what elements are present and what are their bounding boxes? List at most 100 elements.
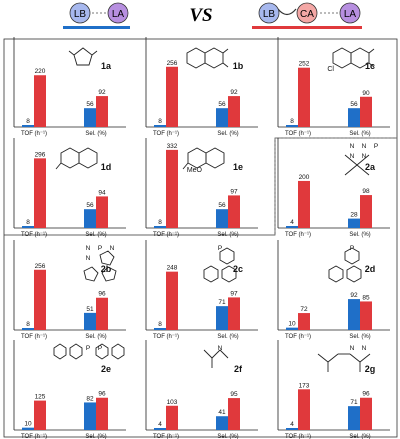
category-label-1e-0: TOF (h⁻¹) — [153, 232, 179, 238]
bar-red-2f-1 — [228, 398, 240, 430]
value-label-blue-1e-1: 56 — [218, 202, 226, 209]
molecule-1a — [68, 47, 98, 66]
compound-label-2a: 2a — [365, 162, 376, 172]
right-lb-label: LB — [263, 9, 276, 20]
bar-red-1c-0 — [298, 67, 310, 127]
left-lb-circle — [69, 2, 91, 24]
atom-label-2a-3: N — [350, 153, 355, 160]
bar-blue-2e-1 — [84, 402, 96, 430]
category-label-2c-0: TOF (h⁻¹) — [153, 334, 179, 340]
value-label-blue-2g-1: 71 — [350, 399, 358, 406]
compound-label-1d: 1d — [101, 162, 112, 172]
category-label-1a-0: TOF (h⁻¹) — [21, 131, 47, 137]
value-label-blue-2f-1: 41 — [218, 409, 226, 416]
header: LB LA VS LB CA LA — [63, 2, 362, 29]
molecule-sketches — [53, 47, 375, 372]
value-label-red-2a-1: 98 — [362, 188, 370, 195]
compound-label-2f: 2f — [234, 364, 243, 374]
substituent-label-1c: Cl — [327, 66, 334, 73]
right-ca-circle — [296, 2, 318, 24]
atom-label-2b-3: N — [86, 255, 91, 262]
atom-label-2a-1: N — [362, 143, 367, 150]
bar-blue-2a-0 — [286, 226, 298, 228]
bar-red-1b-0 — [166, 66, 178, 127]
bar-blue-1c-1 — [348, 108, 360, 127]
category-label-1c-1: Sel. (%) — [349, 131, 370, 137]
atom-label-2g-0: N — [350, 345, 355, 352]
bar-red-2d-1 — [360, 301, 372, 330]
value-label-blue-2e-0: 10 — [24, 421, 32, 428]
compound-label-1c: 1c — [365, 61, 375, 71]
bar-red-2d-0 — [298, 313, 310, 330]
value-label-red-1e-1: 97 — [230, 188, 238, 195]
bar-red-2b-1 — [96, 297, 108, 330]
panel-2f: 4 103 TOF (h⁻¹) 41 95 Sel. (%) 2f N — [145, 340, 258, 439]
left-la-circle — [107, 2, 129, 24]
value-label-red-2f-1: 95 — [230, 391, 238, 398]
bar-red-2a-0 — [298, 180, 310, 228]
value-label-blue-1c-1: 56 — [350, 101, 358, 108]
value-label-blue-2a-1: 28 — [350, 212, 358, 219]
value-label-blue-1a-1: 56 — [86, 101, 94, 108]
category-label-2e-1: Sel. (%) — [85, 434, 106, 439]
bar-blue-2c-0 — [154, 328, 166, 330]
molecule-2g — [317, 353, 371, 372]
bar-red-1a-1 — [96, 96, 108, 127]
bar-blue-2g-0 — [286, 428, 298, 430]
molecule-2e — [53, 343, 125, 360]
bar-blue-1d-0 — [22, 226, 34, 228]
atom-label-2a-2: P — [374, 143, 378, 150]
value-label-blue-2g-0: 4 — [290, 421, 294, 428]
value-label-red-2c-1: 97 — [230, 290, 238, 297]
right-la-circle — [339, 2, 361, 24]
value-label-blue-1c-0: 8 — [290, 118, 294, 125]
category-label-2d-0: TOF (h⁻¹) — [285, 334, 311, 340]
value-label-red-2c-0: 248 — [167, 265, 178, 272]
bar-blue-1d-1 — [84, 209, 96, 228]
category-label-2b-0: TOF (h⁻¹) — [21, 334, 47, 340]
right-ca-label: CA — [300, 9, 314, 20]
value-label-red-1d-1: 94 — [98, 189, 106, 196]
value-label-red-1a-1: 92 — [98, 89, 106, 96]
left-lb-label: LB — [74, 9, 87, 20]
category-label-2d-1: Sel. (%) — [349, 334, 370, 340]
category-label-2c-1: Sel. (%) — [217, 334, 238, 340]
compound-label-1b: 1b — [233, 61, 244, 71]
panel-1b: 8 256 TOF (h⁻¹) 56 92 Sel. (%) 1b — [145, 37, 258, 137]
bar-red-2c-1 — [228, 297, 240, 330]
category-label-2b-1: Sel. (%) — [85, 334, 106, 340]
molecule-1b — [186, 47, 229, 69]
bar-blue-1c-0 — [286, 125, 298, 127]
value-label-blue-2b-1: 51 — [86, 306, 94, 313]
atom-label-2c-0: P — [218, 245, 222, 252]
value-label-blue-2b-0: 8 — [26, 321, 30, 328]
atom-label-2a-4: N — [362, 153, 367, 160]
bar-red-2g-1 — [360, 397, 372, 430]
compound-label-1e: 1e — [233, 162, 243, 172]
molecule-2d — [328, 247, 362, 283]
left-blue-underline — [63, 26, 130, 29]
bar-red-2a-1 — [360, 195, 372, 228]
bar-blue-1a-1 — [84, 108, 96, 127]
value-label-red-1b-0: 256 — [167, 60, 178, 67]
molecule-1e — [182, 147, 225, 170]
bar-red-2e-0 — [34, 400, 46, 430]
bar-blue-2b-1 — [84, 312, 96, 330]
value-label-blue-1e-0: 8 — [158, 219, 162, 226]
value-label-blue-1d-1: 56 — [86, 202, 94, 209]
value-label-red-2e-1: 96 — [98, 391, 106, 398]
bar-red-1d-1 — [96, 196, 108, 228]
value-label-blue-2c-1: 71 — [218, 299, 226, 306]
panel-1e: 8 332 TOF (h⁻¹) 56 97 Sel. (%) 1e MeO — [145, 138, 258, 238]
value-label-red-2f-0: 103 — [167, 399, 178, 406]
right-la-label: LA — [344, 9, 357, 20]
compound-label-1a: 1a — [101, 61, 112, 71]
compound-label-2d: 2d — [365, 264, 376, 274]
value-label-red-2a-0: 200 — [299, 174, 310, 181]
value-label-red-2d-0: 72 — [300, 306, 308, 313]
bar-blue-1a-0 — [22, 125, 34, 127]
